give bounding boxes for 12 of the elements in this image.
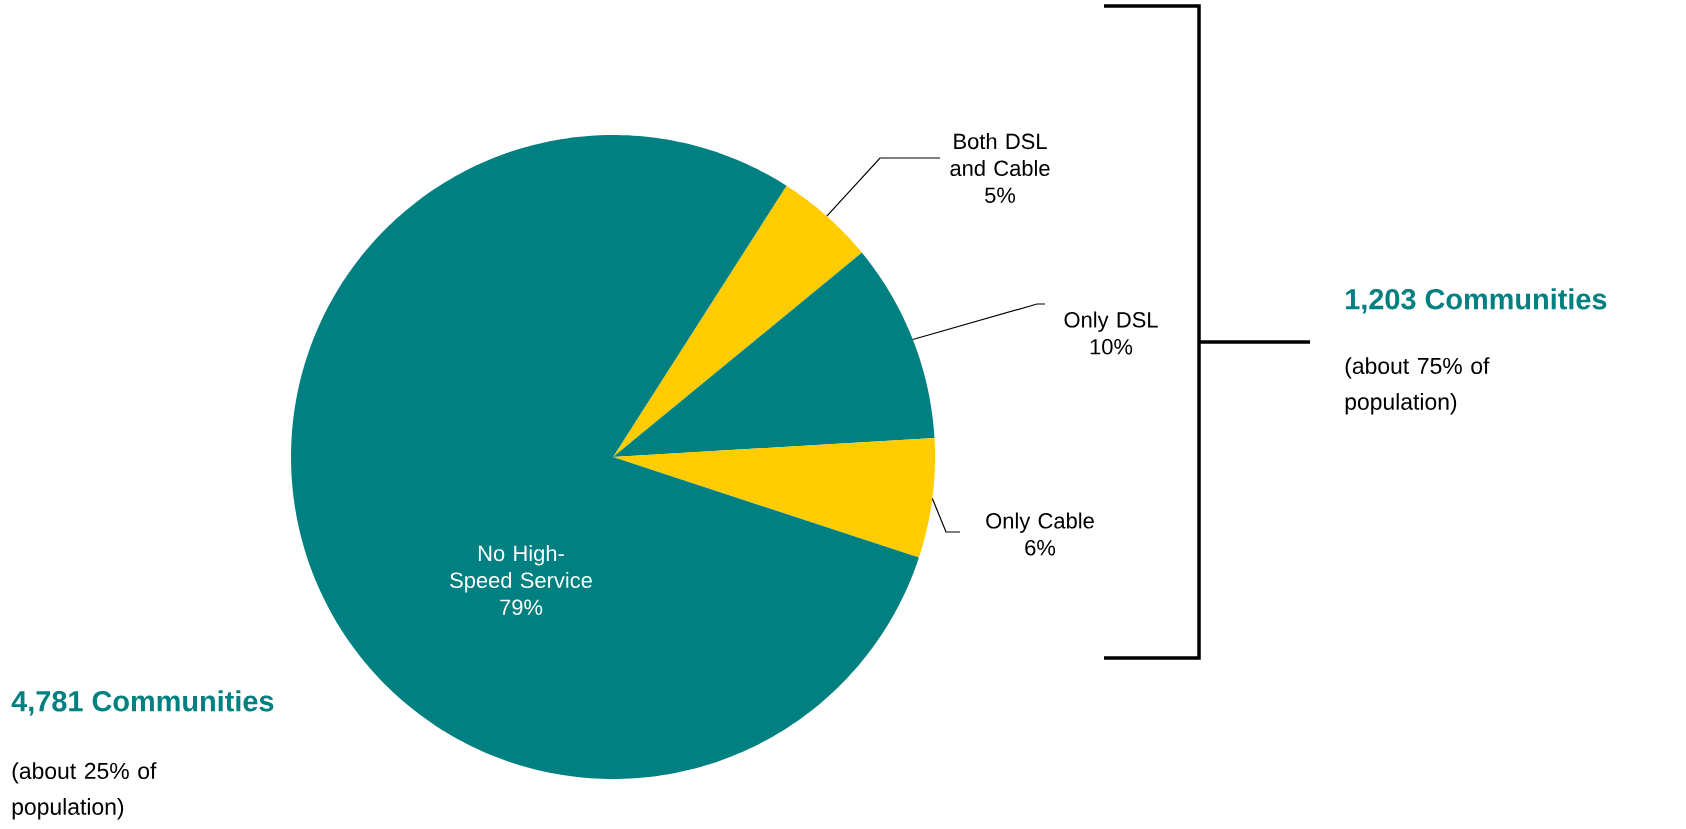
slice-label: Only Cable (986, 512, 1094, 533)
data-label: 6% (1025, 539, 1056, 556)
text: 4,781 Communities (11, 690, 274, 716)
data-label: 5% (985, 187, 1016, 203)
data-label: 10% (1090, 338, 1133, 355)
text: (about 25% of population) (12, 762, 157, 820)
data-label: 79% (500, 599, 543, 615)
slice-label: No High-Speed Service (450, 545, 592, 593)
slice-label: Only DSL (1064, 311, 1158, 332)
slice-label: Both DSL and Cable (950, 133, 1050, 177)
text: (about 75% of population) (1345, 357, 1490, 415)
text: 1,203 Communities (1346, 288, 1607, 314)
